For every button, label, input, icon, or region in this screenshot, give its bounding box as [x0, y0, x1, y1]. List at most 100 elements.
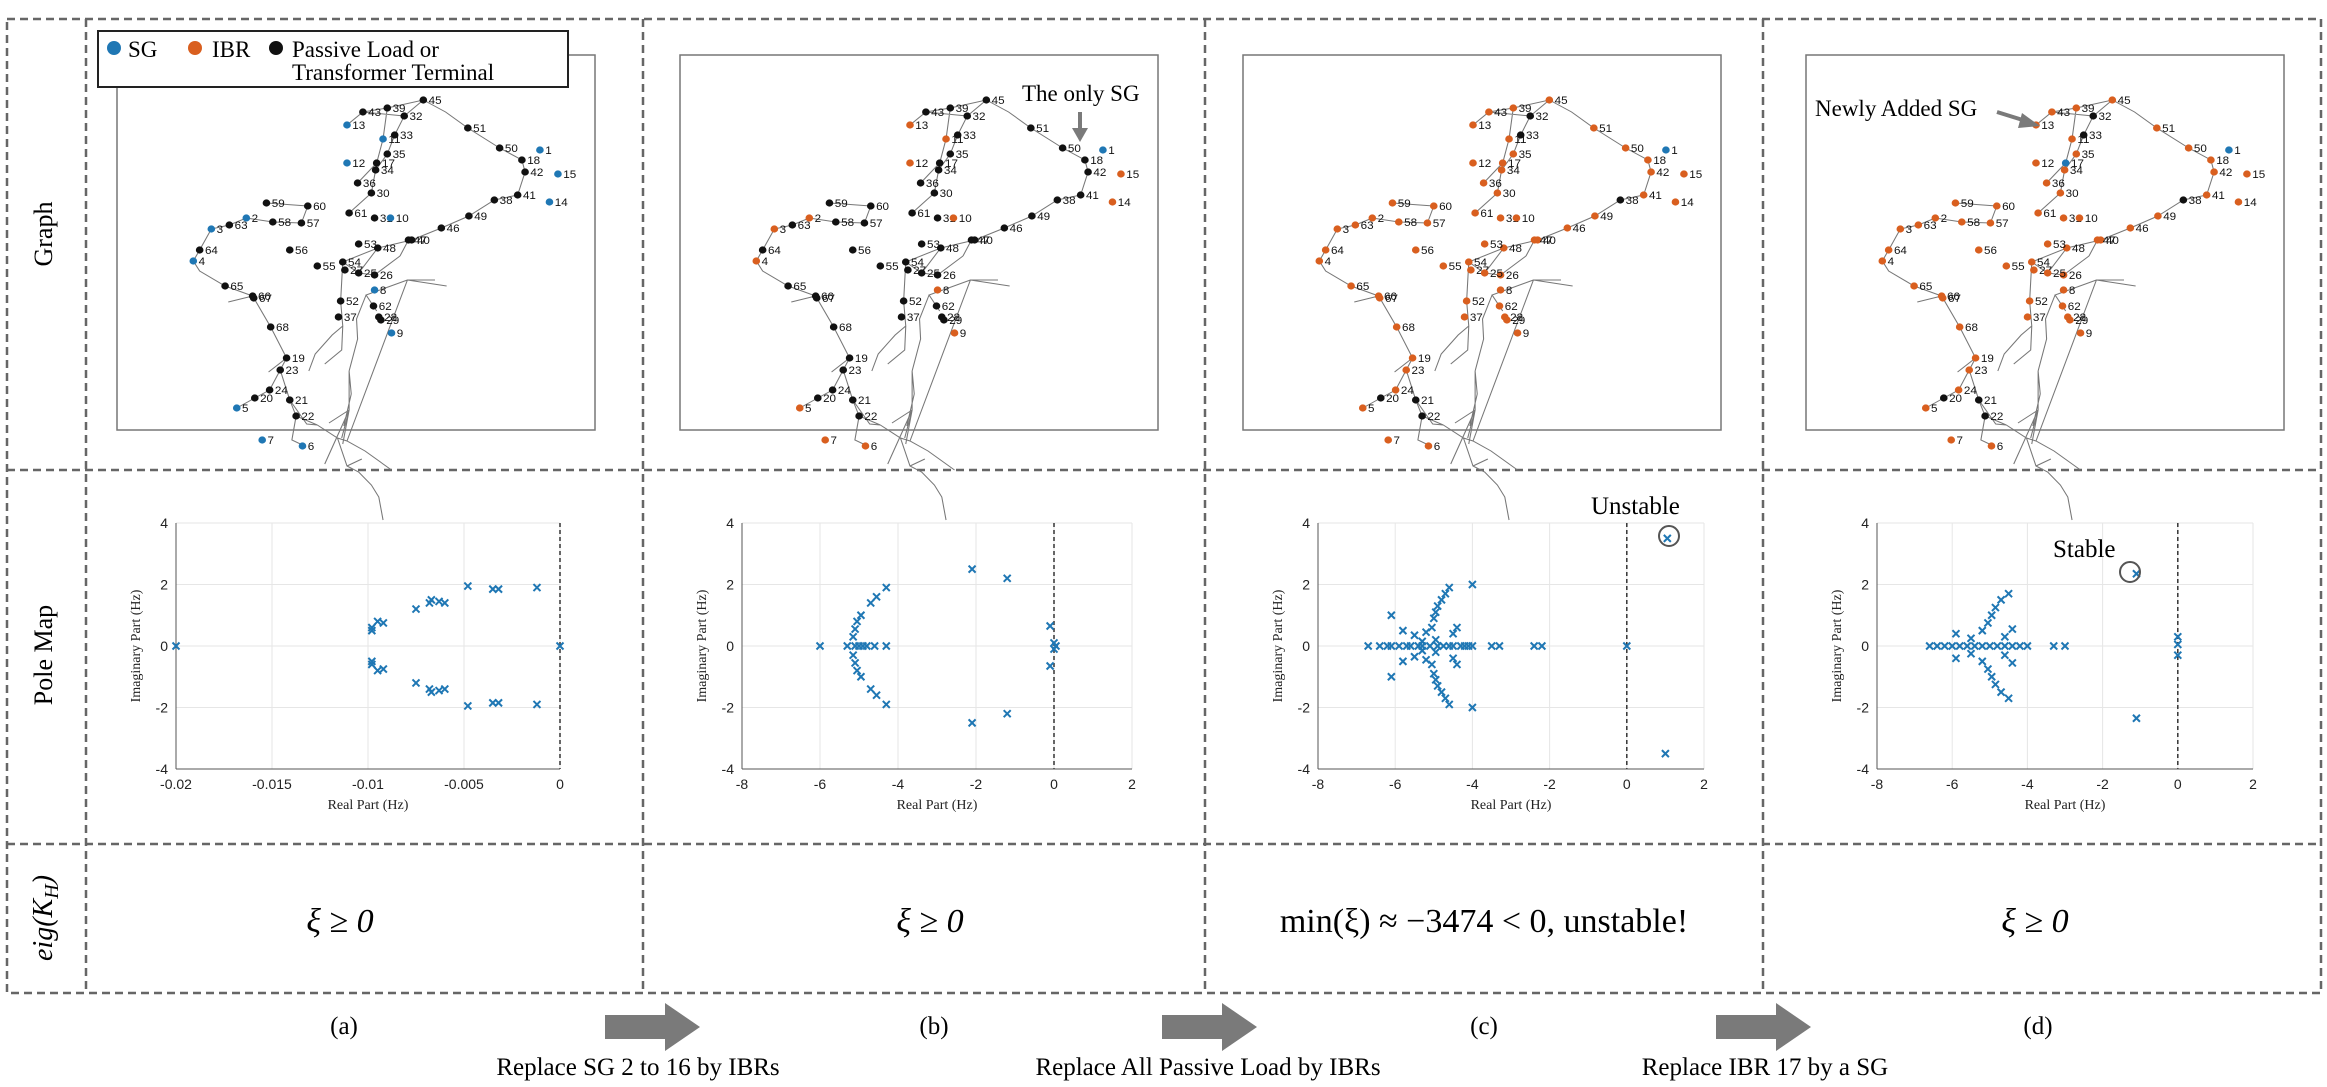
- pole-marker: [2000, 651, 2010, 660]
- pole-marker: [843, 641, 852, 651]
- legend-box: [97, 30, 569, 88]
- pole-marker: [1441, 589, 1450, 598]
- graph-node: [1411, 396, 1420, 404]
- graph-node-label: 6: [1434, 441, 1440, 453]
- graph-node-label: 53: [364, 239, 377, 251]
- graph-node: [297, 219, 306, 227]
- graph-node-label: 48: [946, 243, 959, 255]
- pole-marker: [870, 641, 879, 651]
- graph-node-label: 29: [1512, 315, 1525, 327]
- graph-node: [1971, 354, 1980, 362]
- pole-marker: [2173, 640, 2183, 649]
- graph-node: [2048, 108, 2056, 116]
- graph-node: [1375, 294, 1384, 302]
- graph-node-label: 1: [545, 145, 551, 157]
- graph-node-label: 54: [2037, 257, 2050, 269]
- graph-node-label: 21: [858, 395, 871, 407]
- graph-node: [936, 244, 945, 252]
- graph-node-label: 57: [1996, 218, 2009, 230]
- graph-node: [752, 257, 761, 265]
- pole-marker: [1398, 657, 1408, 666]
- graph-node-label: 59: [1398, 198, 1411, 210]
- graph-node: [2025, 297, 2034, 305]
- graph-node: [1644, 156, 1652, 164]
- graph-node: [1884, 246, 1893, 254]
- graph-node: [1480, 269, 1489, 277]
- x-tick-label: -8: [1312, 776, 1325, 792]
- graph-node-label: 25: [364, 268, 377, 280]
- graph-node-label: 36: [2052, 178, 2065, 190]
- graph-node-label: 35: [956, 149, 969, 161]
- y-tick-label: 4: [160, 515, 168, 531]
- graph-node-label: 41: [2212, 190, 2225, 202]
- graph-node-label: 52: [2035, 296, 2048, 308]
- graph-node: [1388, 199, 1397, 207]
- graph-node-label: 14: [2244, 197, 2257, 209]
- x-tick-label: -8: [1871, 776, 1884, 792]
- graph-node-label: 4: [762, 256, 768, 268]
- graph-node-label: 2: [1378, 213, 1384, 225]
- graph-node: [265, 386, 274, 394]
- graph-node: [2059, 214, 2068, 222]
- pole-marker: [379, 618, 388, 628]
- pole-marker: [1983, 618, 1993, 628]
- graph-node: [1333, 225, 1342, 233]
- graph-node: [1921, 404, 1930, 412]
- graph-node: [933, 286, 942, 294]
- graph-node-label: 23: [1412, 365, 1425, 377]
- graph-node: [2056, 189, 2065, 197]
- graph-node-label: 56: [295, 245, 308, 257]
- graph-node: [855, 412, 863, 420]
- graph-node: [370, 214, 379, 222]
- pole-marker: [1394, 641, 1404, 651]
- pole-marker: [1002, 709, 1012, 718]
- graph-node: [906, 121, 914, 129]
- graph-node-label: 39: [2082, 103, 2095, 115]
- panel-letter-a: (a): [330, 1013, 358, 1040]
- pole-marker: [848, 651, 858, 660]
- graph-node-label: 57: [307, 218, 320, 230]
- graph-node: [1471, 209, 1479, 217]
- graph-node: [386, 214, 395, 222]
- graph-node: [1423, 219, 1432, 227]
- pole-marker: [2023, 641, 2032, 651]
- graph-node-label: 65: [230, 281, 243, 293]
- graph-node-label: 18: [1653, 155, 1666, 167]
- graph-node-label: 59: [1961, 198, 1974, 210]
- y-tick-label: 4: [1302, 515, 1310, 531]
- x-tick-label: -2: [1543, 776, 1556, 792]
- graph-node: [1947, 436, 1956, 444]
- graph-node-label: 47: [977, 235, 990, 247]
- graph-node: [2058, 302, 2067, 310]
- graph-node-label: 66: [1384, 291, 1397, 303]
- graph-node-label: 48: [383, 243, 396, 255]
- graph-node-label: 47: [414, 235, 427, 247]
- graph-node-label: 56: [1984, 245, 1997, 257]
- pole-marker: [2173, 651, 2183, 660]
- graph-node: [285, 396, 294, 404]
- graph-node-label: 20: [1949, 393, 1962, 405]
- graph-node: [1376, 394, 1385, 402]
- graph-node: [848, 396, 857, 404]
- graph-node-label: 49: [474, 211, 487, 223]
- graph-node: [908, 209, 916, 217]
- pole-marker: [1468, 641, 1477, 651]
- pole-marker: [1996, 595, 2006, 605]
- graph-node: [2202, 191, 2211, 199]
- graph-node: [338, 258, 347, 266]
- graph-node-label: 19: [855, 353, 868, 365]
- graph-node: [942, 135, 950, 143]
- pole-marker: [532, 700, 542, 709]
- pole-marker: [1996, 687, 2006, 697]
- panel-letter-b: (b): [919, 1013, 948, 1040]
- graph-node: [1513, 329, 1522, 337]
- graph-node-label: 38: [2189, 195, 2202, 207]
- y-tick-label: 0: [1302, 638, 1310, 654]
- graph-node: [1480, 240, 1489, 248]
- pole-marker: [815, 641, 825, 651]
- graph-node-label: 13: [915, 120, 928, 132]
- graph-node-label: 18: [2216, 155, 2229, 167]
- graph-node-label: 61: [917, 208, 930, 220]
- pole-marker: [1951, 629, 1961, 638]
- graph-node-label: 8: [943, 285, 949, 297]
